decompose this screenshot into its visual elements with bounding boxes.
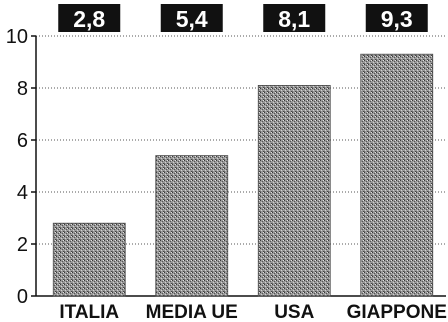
value-label: 9,3 — [381, 6, 413, 32]
value-label-box — [263, 4, 326, 32]
labels: 0 2 4 6 8 10 2,8 ITALIA 5,4 MEDIA UE 8,1 USA 9,3 GIAP… — [6, 4, 447, 322]
y-tick-label: 0 — [17, 286, 28, 308]
bar-italia — [52, 222, 126, 297]
grid-lines — [36, 35, 446, 245]
y-tick-label: 6 — [17, 130, 28, 152]
category-label: GIAPPONE — [347, 302, 447, 322]
y-tick-label: 4 — [17, 182, 28, 204]
category-label: USA — [274, 302, 314, 322]
value-label-box — [365, 4, 428, 32]
value-label-box — [58, 4, 121, 32]
category-label: ITALIA — [59, 302, 119, 322]
value-label-box — [160, 4, 223, 32]
value-label: 8,1 — [278, 6, 310, 32]
y-tick-label: 8 — [17, 78, 28, 100]
bar-usa — [257, 85, 331, 297]
bars — [52, 53, 434, 297]
y-tick-label: 10 — [6, 26, 28, 48]
value-label: 5,4 — [176, 6, 208, 32]
bar-giappone — [360, 53, 434, 297]
category-label: MEDIA UE — [146, 302, 238, 322]
value-label: 2,8 — [73, 6, 105, 32]
y-tick-label: 2 — [17, 234, 28, 256]
bar-media-ue — [155, 155, 229, 297]
